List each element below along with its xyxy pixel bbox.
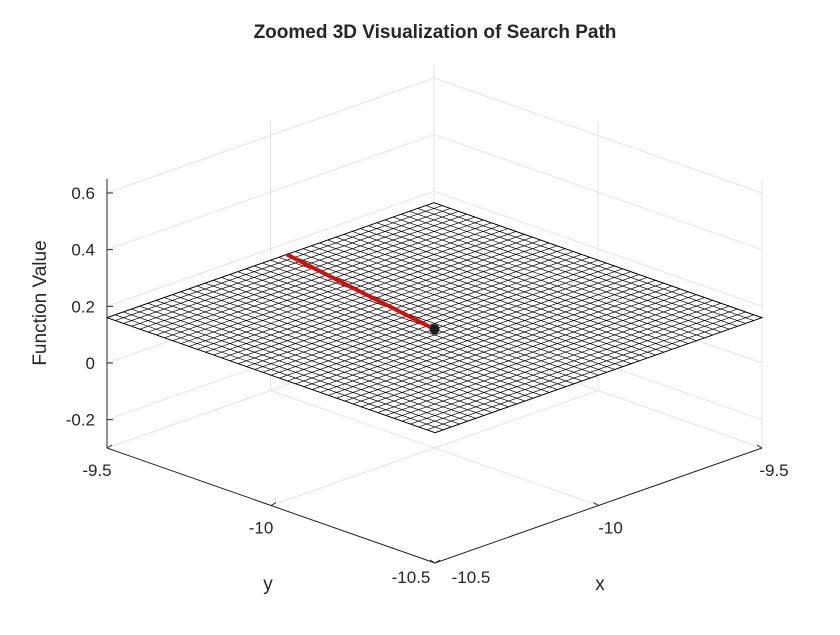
z-axis-label: Function Value <box>30 240 51 365</box>
mesh-line <box>221 242 549 359</box>
mesh-line <box>425 205 754 321</box>
y-tick <box>270 502 277 506</box>
x-tick-label: -10 <box>598 519 623 538</box>
mesh-line <box>246 251 574 367</box>
mesh-line <box>360 228 689 344</box>
mesh-line <box>106 202 435 318</box>
z-tick-label: 0.2 <box>71 297 95 316</box>
mesh-line <box>156 219 484 336</box>
mesh-line <box>262 256 590 373</box>
mesh-line <box>229 245 558 362</box>
wall-grid-line <box>433 77 763 194</box>
z-tick-label: -0.2 <box>66 411 95 430</box>
mesh-line <box>319 242 648 359</box>
mesh-line <box>376 222 705 339</box>
z-tick-label: 0 <box>86 354 95 373</box>
y-tick <box>106 444 113 449</box>
search-path <box>285 252 440 335</box>
mesh-line <box>417 208 746 324</box>
chart-title: Zoomed 3D Visualization of Search Path <box>254 22 617 43</box>
y-tick-label: -10.5 <box>392 568 431 587</box>
mesh-line <box>294 251 624 367</box>
wall-grid-line <box>106 77 435 194</box>
x-tick <box>429 559 436 564</box>
wall-grid-line <box>106 190 435 307</box>
mesh-line <box>164 222 492 339</box>
floor-grid-line <box>270 390 599 506</box>
mesh-line <box>327 239 656 356</box>
x-tick <box>593 502 599 506</box>
mesh-line <box>147 216 476 333</box>
x-tick-label: -9.5 <box>759 461 788 480</box>
y-tick-label: -9.5 <box>82 461 111 480</box>
mesh-line <box>270 259 599 376</box>
axes <box>106 178 763 564</box>
axis-text: -10.5 -10 -9.5 -10.5 -10 -9.5 -0.2 0 0.2 0.4 0.6 x y… <box>30 184 789 595</box>
search-path-line <box>285 252 436 331</box>
mesh-line <box>115 205 443 321</box>
mesh-line <box>393 216 722 333</box>
mesh-line <box>303 248 632 364</box>
surface-mesh <box>105 202 764 434</box>
x-tick <box>756 444 763 449</box>
mesh-line <box>343 233 673 350</box>
x-axis-label: x <box>595 574 605 595</box>
z-tick-label: 0.6 <box>71 184 95 203</box>
mesh-line <box>286 254 615 370</box>
mesh-line <box>123 208 451 324</box>
wall-grid-line <box>106 134 435 251</box>
y-axis-label: y <box>263 574 273 595</box>
mesh-line <box>172 225 500 341</box>
mesh-line <box>401 213 730 330</box>
mesh-line <box>384 219 714 336</box>
z-tick-label: 0.4 <box>71 241 95 260</box>
mesh-line <box>311 245 640 362</box>
mesh-line <box>139 213 467 330</box>
wall-grid-line <box>433 190 763 307</box>
mesh-line <box>335 236 665 353</box>
path-end-marker <box>429 324 440 335</box>
mesh-line <box>131 210 459 327</box>
wall-grid-line <box>433 134 763 251</box>
mesh-line <box>238 248 566 364</box>
mesh-line <box>433 202 763 318</box>
mesh-line <box>254 254 582 370</box>
mesh-line <box>180 228 508 344</box>
mesh-line <box>409 210 738 327</box>
y-tick <box>434 559 441 564</box>
x-tick-label: -10.5 <box>452 568 491 587</box>
mesh-line <box>213 239 541 356</box>
y-tick-label: -10 <box>249 519 274 538</box>
mesh-line <box>368 225 697 341</box>
mesh-line <box>352 231 681 347</box>
